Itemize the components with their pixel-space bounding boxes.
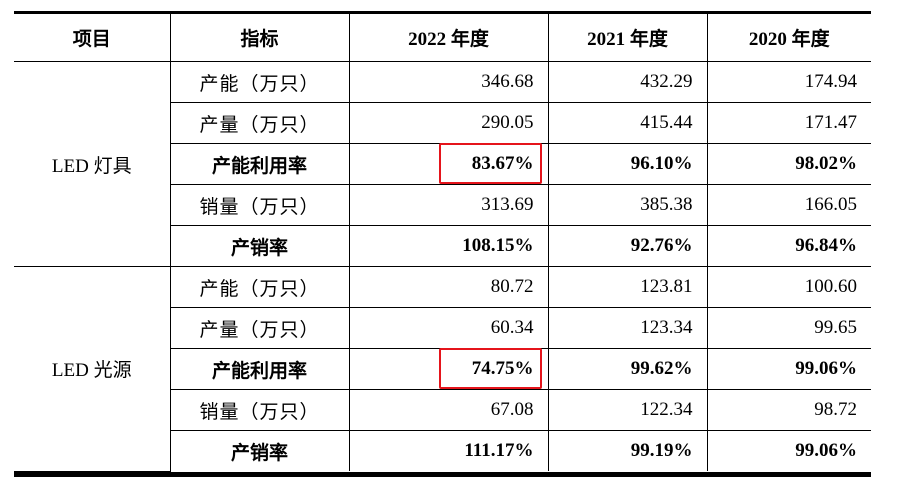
table-row: LED 灯具 产能（万只） 346.68 432.29 174.94 xyxy=(14,61,871,267)
value-cell-highlighted: 83.67% xyxy=(348,143,549,185)
metric-label: 产销率 xyxy=(170,225,350,267)
header-year-2020: 2020 年度 xyxy=(706,14,871,62)
value-cell: 80.72 xyxy=(348,266,549,308)
value-cell: 100.60 xyxy=(706,266,871,308)
value-cell: 99.06% xyxy=(706,348,871,390)
metric-label: 产销率 xyxy=(170,430,350,471)
value-cell-highlighted: 74.75% xyxy=(348,348,549,390)
value-cell: 385.38 xyxy=(547,184,708,226)
value-cell: 92.76% xyxy=(547,225,708,267)
table-row: 产量（万只） 60.34 123.34 99.65 xyxy=(14,307,871,349)
header-year-2021: 2021 年度 xyxy=(547,14,708,62)
table-top-rule xyxy=(14,11,871,14)
metric-label: 产量（万只） xyxy=(170,102,350,144)
value-cell: 99.06% xyxy=(706,430,871,471)
header-year-2022: 2022 年度 xyxy=(348,14,549,62)
highlighted-value-text: 74.75% xyxy=(471,358,534,379)
value-cell: 99.65 xyxy=(706,307,871,349)
value-cell: 432.29 xyxy=(547,61,708,103)
table-row: LED 光源 产能（万只） 80.72 123.81 100.60 xyxy=(14,266,871,472)
value-cell: 67.08 xyxy=(348,389,549,431)
highlighted-value: 74.75% xyxy=(438,348,542,389)
value-cell: 415.44 xyxy=(547,102,708,144)
value-cell: 98.72 xyxy=(706,389,871,431)
value-cell: 313.69 xyxy=(348,184,549,226)
value-cell: 122.34 xyxy=(547,389,708,431)
header-metric: 指标 xyxy=(169,14,350,62)
metric-label: 销量（万只） xyxy=(170,184,350,226)
value-cell: 99.19% xyxy=(547,430,708,471)
group-label-led-lamps: LED 灯具 xyxy=(14,61,171,267)
value-cell: 111.17% xyxy=(348,430,549,471)
metric-label: 产能（万只） xyxy=(169,61,350,103)
value-cell: 123.34 xyxy=(547,307,708,349)
value-cell: 290.05 xyxy=(348,102,549,144)
highlighted-value: 83.67% xyxy=(438,143,542,184)
value-cell: 108.15% xyxy=(348,225,549,267)
value-cell: 123.81 xyxy=(547,266,708,308)
value-cell: 98.02% xyxy=(706,143,871,185)
metric-label: 产能利用率 xyxy=(170,348,350,390)
table-row: 产量（万只） 290.05 415.44 171.47 xyxy=(14,102,871,144)
value-cell: 96.10% xyxy=(547,143,708,185)
data-table-container: 项目 指标 2022 年度 2021 年度 2020 年度 LED 灯具 产能（… xyxy=(14,11,871,477)
value-cell: 346.68 xyxy=(348,61,549,103)
header-item: 项目 xyxy=(14,14,171,62)
highlighted-value-text: 83.67% xyxy=(471,153,534,174)
value-cell: 99.62% xyxy=(547,348,708,390)
table-bottom-rule xyxy=(14,471,871,477)
value-cell: 166.05 xyxy=(706,184,871,226)
metric-label: 产量（万只） xyxy=(170,307,350,349)
value-cell: 96.84% xyxy=(706,225,871,267)
table-row: 销量（万只） 313.69 385.38 166.05 xyxy=(14,184,871,226)
metric-label: 销量（万只） xyxy=(170,389,350,431)
value-cell: 60.34 xyxy=(348,307,549,349)
group-label-led-light-sources: LED 光源 xyxy=(14,266,171,472)
header-row: 项目 指标 2022 年度 2021 年度 2020 年度 xyxy=(14,14,871,62)
table-row: 销量（万只） 67.08 122.34 98.72 xyxy=(14,389,871,431)
metric-label: 产能利用率 xyxy=(170,143,350,185)
capacity-table: 项目 指标 2022 年度 2021 年度 2020 年度 LED 灯具 产能（… xyxy=(14,14,871,472)
metric-label: 产能（万只） xyxy=(169,266,350,308)
value-cell: 171.47 xyxy=(706,102,871,144)
table-row: 产销率 111.17% 99.19% 99.06% xyxy=(14,430,871,471)
value-cell: 174.94 xyxy=(706,61,871,103)
